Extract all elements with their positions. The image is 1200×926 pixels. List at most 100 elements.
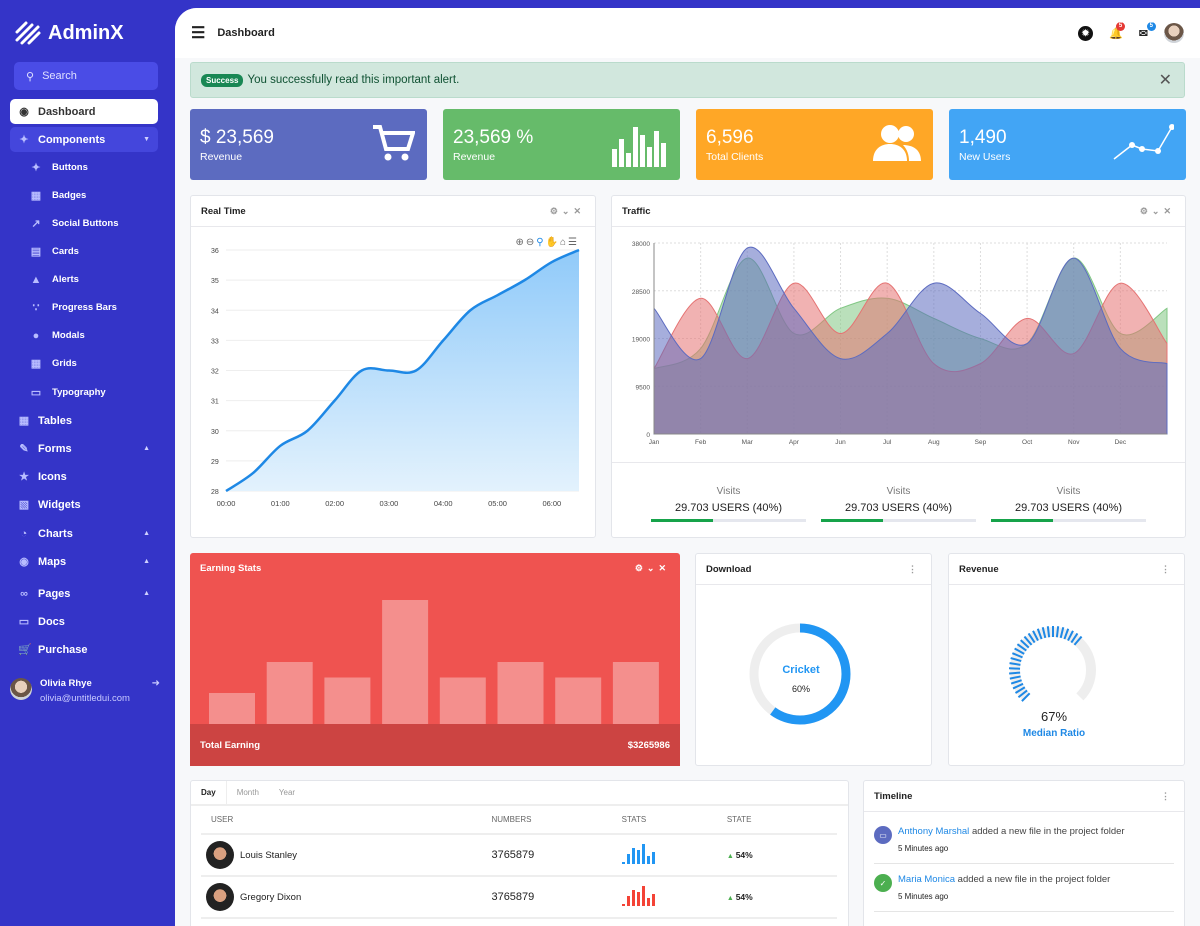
download-donut [749,623,851,725]
sidebar-item-tables[interactable]: ▦ Tables [10,408,158,433]
gauge-tick [1009,675,1021,680]
table-row[interactable]: Louis Stanley 3765879 ▲ 54% [201,834,837,877]
sidebar-item-maps[interactable]: ◉ Maps ▲ [10,549,158,574]
earning-bar [266,662,313,724]
revenue-card: Revenue ⋮ 67% Median Ratio [948,553,1185,766]
sidebar-item-label: Grids [52,358,77,369]
close-icon[interactable]: ✕ [1158,72,1172,89]
card-tools-icons[interactable]: ⚙⌄✕ [549,205,585,216]
y-tick-label: 29 [211,459,219,466]
search-input[interactable]: ⚲ Search [14,62,158,90]
y-tick-label: 30 [211,429,219,436]
series-line [225,248,580,493]
sidebar-item-charts[interactable]: ◔ Charts ▲ [10,521,158,546]
sidebar-item-purchase[interactable]: 🛒 Purchase [10,637,158,662]
x-tick-label: 05:00 [488,499,507,508]
sidebar-item-dashboard[interactable]: ◉ Dashboard [10,99,158,124]
more-icon[interactable]: ⋮ [1161,563,1174,574]
gauge-tick [1011,652,1023,659]
sidebar-item-progress-bars[interactable]: ∵ Progress Bars [10,295,158,320]
sidebar-item-social-buttons[interactable]: ↗ Social Buttons [10,211,158,236]
gauge-tick [1021,692,1031,702]
gauge-tick [1016,643,1027,652]
chart-toolbar-icons[interactable]: ⊕⊖⚲✋⌂☰ [515,237,579,248]
logout-icon[interactable]: ➜ [151,678,160,689]
table-row[interactable]: Gregory Dixon 3765879 ▲ 54% [201,876,837,919]
column-header: STATE [726,806,837,835]
y-tick-label: 31 [211,399,219,406]
card-tools-icons[interactable]: ⚙⌄✕ [634,563,670,573]
user-number: 3765879 [491,834,622,877]
timeline-text: added a new file in the project folder [971,826,1125,837]
sidebar-item-components[interactable]: ✦ Components ▼ [10,127,158,152]
tab-year[interactable]: Year [278,788,296,797]
brand-name: AdminX [48,21,124,44]
message-badge: 5 [1146,21,1156,31]
sidebar-item-alerts[interactable]: ▲ Alerts [10,267,158,292]
more-icon[interactable]: ⋮ [1161,790,1174,801]
download-card: Download ⋮ Cricket 60% [695,553,932,766]
map-pin-icon: ◉ [19,556,29,568]
y-tick-label: 33 [211,338,219,345]
sidebar-item-widgets[interactable]: ▧ Widgets [10,492,158,517]
sidebar-item-buttons[interactable]: ✦ Buttons [10,155,158,180]
timeline-user-link[interactable]: Maria Monica [898,874,956,885]
donut-percent: 60% [791,684,810,694]
stat-label: Revenue [453,151,496,163]
card-title: Traffic [622,205,651,217]
search-icon: ⚲ [26,70,35,83]
area-fill [226,250,579,491]
sidebar-item-cards[interactable]: ▤ Cards [10,239,158,264]
y-tick-label: 32 [211,369,219,376]
gauge-track [1010,627,1096,701]
y-tick-label: 36 [211,248,219,255]
sidebar-item-icons[interactable]: ★ Icons [10,464,158,489]
user-avatar [206,841,234,869]
spark-bar [631,847,635,864]
mail-icon[interactable]: ✉ 5 [1139,21,1156,40]
menu-toggle-icon[interactable]: ☰ [191,25,206,42]
users-table: USER NUMBERS STATS STATE Louis Stanley 376587… [201,806,837,919]
visits-value: 29.703 USERS (40%) [845,502,952,514]
timeline-time: 5 Minutes ago [898,892,949,901]
spark-bar [631,889,635,906]
series-area-2 [653,246,1168,435]
page-title: Dashboard [217,27,275,39]
stat-label: Revenue [200,151,243,163]
sidebar-item-label: Alerts [52,274,79,285]
sidebar-item-grids[interactable]: ▦ Grids [10,351,158,376]
file-word-icon: ▭ [30,387,42,399]
card-tools-icons[interactable]: ⚙⌄✕ [1139,205,1175,216]
stat-value: 23,569 % [453,127,534,148]
bell-icon[interactable]: 🔔 5 [1109,21,1126,40]
spark-bar [646,897,650,906]
sidebar-item-badges[interactable]: ▦ Badges [10,183,158,208]
y-tick-label: 9500 [636,384,651,391]
user-profile[interactable]: Olivia Rhye olivia@untitledui.com ➜ [10,678,160,704]
gauge-tick [1055,626,1060,638]
spark-bar [621,861,625,864]
pie-chart-icon: ◔ [20,527,28,540]
x-tick-label: 01:00 [271,499,290,508]
brand-logo[interactable]: AdminX [14,20,124,46]
spark-bar [651,893,655,906]
caret-up-icon: ▲ [143,445,150,452]
sidebar-item-modals[interactable]: ● Modals [10,323,158,348]
theme-toggle-icon[interactable]: ✹ [1078,25,1094,41]
tab-day[interactable]: Day [191,781,227,804]
sidebar-item-forms[interactable]: ✎ Forms ▲ [10,436,158,461]
sidebar-item-typography[interactable]: ▭ Typography [10,380,158,405]
timeline-item: ✓ Maria Monica added a new file in the pr… [874,864,1174,912]
sidebar-item-label: Typography [52,387,106,398]
top-header: ☰ Dashboard ✹ 🔔 5 ✉ 5 [175,8,1200,58]
sidebar-item-pages[interactable]: ∞ Pages ▲ [10,581,158,606]
timeline-user-link[interactable]: Anthony Marshal [898,826,970,837]
tab-month[interactable]: Month [236,788,259,797]
sidebar-item-docs[interactable]: ▭ Docs [10,609,158,634]
visits-progress [651,519,806,522]
more-icon[interactable]: ⋮ [908,563,921,574]
visits-stat: Visits 29.703 USERS (40%) [821,486,976,522]
card-title: Download [706,563,752,575]
header-avatar[interactable] [1164,23,1184,43]
column-header: NUMBERS [491,806,622,835]
